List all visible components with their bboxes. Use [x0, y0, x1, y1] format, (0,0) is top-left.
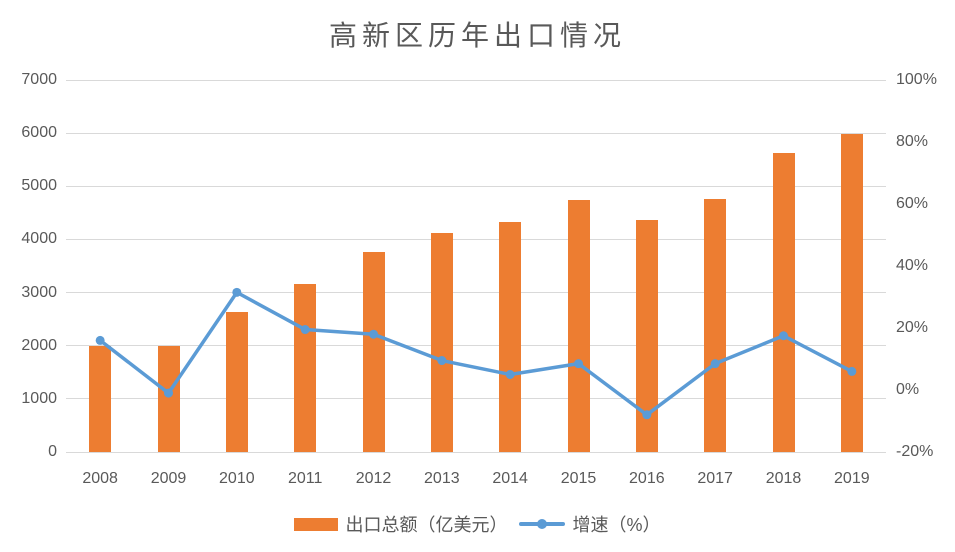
- bar-series-swatch-icon: [294, 517, 339, 531]
- line-series-marker-icon: [519, 519, 566, 529]
- bar-2017: [704, 199, 727, 452]
- y-axis-left-tick-label: 5000: [21, 177, 57, 195]
- bar-2010: [225, 311, 248, 452]
- y-axis-right-tick-label: 80%: [896, 133, 929, 150]
- growth-line: [98, 290, 854, 417]
- legend-item-exports: 出口总额（亿美元）: [294, 511, 507, 537]
- x-axis-tick-label: 2010: [219, 470, 255, 487]
- y-axis-right-tick-label: 0%: [896, 381, 920, 398]
- bar-2018: [772, 152, 795, 452]
- x-axis-tick-label: 2013: [424, 470, 460, 487]
- gridline: [66, 185, 886, 187]
- y-axis-right-tick-label: 100%: [896, 71, 937, 88]
- bar-2013: [430, 232, 453, 452]
- gridline: [66, 132, 886, 134]
- gridline: [66, 238, 886, 240]
- y-axis-left-tick-label: 2000: [21, 336, 57, 354]
- bar-2019: [840, 134, 863, 452]
- x-axis-tick-label: 2019: [834, 470, 870, 487]
- y-axis-left-tick-label: 1000: [21, 389, 57, 407]
- bar-2008: [89, 345, 112, 452]
- x-axis-tick-label: 2014: [492, 470, 528, 487]
- line-marker-dot-icon: [537, 519, 548, 529]
- y-axis-right-tick-label: 40%: [896, 257, 929, 274]
- bar-2012: [362, 251, 385, 452]
- line-series-label: 增速（%）: [572, 515, 661, 535]
- x-axis-tick-label: 2012: [355, 470, 392, 487]
- x-axis-tick-label: 2016: [629, 470, 665, 487]
- x-axis-tick-label: 2017: [697, 470, 733, 487]
- y-axis-left-tick-label: 6000: [21, 124, 57, 142]
- x-axis-tick-label: 2009: [150, 470, 187, 487]
- y-axis-left-tick-label: 3000: [21, 283, 57, 301]
- x-axis-tick-label: 2015: [560, 470, 597, 487]
- bar-2009: [157, 345, 180, 452]
- bar-series-label: 出口总额（亿美元）: [345, 515, 508, 535]
- gridline: [66, 451, 886, 453]
- x-axis-tick-label: 2018: [765, 470, 802, 487]
- growth-point-2008: [95, 335, 105, 345]
- bar-2015: [567, 200, 590, 452]
- bar-2016: [635, 219, 658, 452]
- y-axis-right-tick-label: 60%: [896, 195, 929, 212]
- gridline: [66, 345, 886, 347]
- legend-item-growth: 增速（%）: [519, 511, 661, 537]
- gridline: [66, 79, 886, 81]
- x-axis-tick-label: 2011: [287, 470, 323, 487]
- y-axis-left-tick-label: 7000: [21, 71, 57, 88]
- y-axis-right-tick-label: 20%: [896, 319, 929, 336]
- x-axis-tick-label: 2008: [82, 470, 118, 487]
- gridline: [66, 398, 886, 400]
- gridline: [66, 292, 886, 294]
- chart-title: 高新区历年出口情况: [328, 19, 626, 52]
- bar-2014: [499, 221, 522, 452]
- y-axis-left-tick-label: 4000: [21, 230, 57, 248]
- y-axis-right-tick-label: -20%: [896, 443, 934, 460]
- legend: 出口总额（亿美元） 增速（%）: [0, 511, 955, 537]
- bar-2011: [294, 283, 317, 452]
- y-axis-left-tick-label: 0: [48, 443, 57, 460]
